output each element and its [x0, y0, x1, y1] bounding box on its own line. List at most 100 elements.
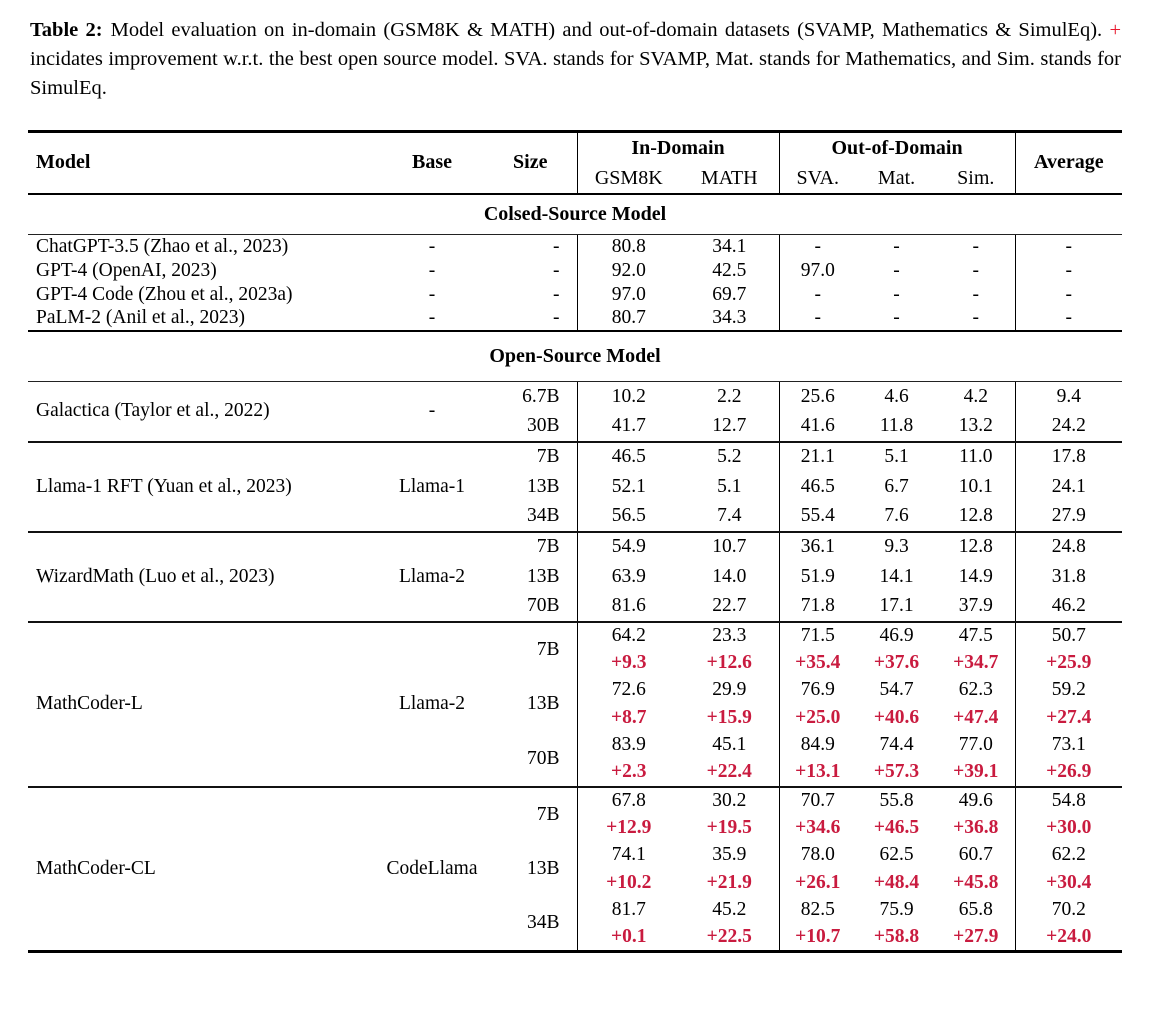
score-cell-sim: 47.5: [937, 620, 1016, 649]
score-cell-mat: -: [893, 259, 900, 281]
delta-row: +0.1 +22.5 +10.7 +58.8 +27.9 +24.0: [28, 924, 1123, 952]
table-row: 13B 63.9 14.0 51.9 14.1 14.9 31.8: [28, 561, 1123, 592]
score-cell-sva: -: [778, 282, 857, 307]
table-row: 70B 81.6 22.7 71.8 17.1 37.9 46.2: [28, 591, 1123, 622]
caption-plus-symbol: +: [1109, 19, 1121, 41]
score-cell-math: 23.3: [680, 620, 780, 649]
size-cell: 6.7B: [522, 385, 560, 407]
size-cell: 7B: [484, 785, 577, 842]
score-cell-math: 22.7: [712, 595, 747, 616]
delta-row: +8.7 +15.9 +25.0 +40.6 +47.4 +27.4: [28, 704, 1123, 732]
col-header-sva: SVA.: [778, 164, 857, 195]
score-cell-gsm8k: 64.2: [576, 620, 680, 649]
score-cell-sva: 55.4: [778, 501, 857, 532]
delta-cell-gsm8k: +12.9: [576, 814, 680, 842]
base-cell: Llama-1: [380, 440, 484, 532]
table-row: 34B 81.7 45.2 82.5 75.9 65.8 70.2: [28, 896, 1123, 933]
score-cell-sim: 62.3: [958, 679, 993, 701]
table-row: Llama-1 RFT (Yuan et al., 2023) Llama-1 …: [28, 440, 1123, 532]
table-row: 13B 74.1 35.9 78.0 62.5 60.7 62.2: [28, 841, 1123, 879]
score-cell-mat: -: [893, 235, 900, 257]
table-row: 30B 41.7 12.7 41.6 11.8 13.2 24.2: [28, 411, 1123, 442]
score-cell-mat: 74.4: [879, 734, 914, 756]
score-cell-mat: -: [893, 307, 900, 328]
score-cell-sim: -: [972, 235, 980, 257]
header-row-2: GSM8K MATH SVA. Mat. Sim.: [28, 164, 1122, 195]
base-cell: -: [428, 259, 436, 281]
score-cell-mat: 5.1: [856, 440, 938, 472]
score-cell-mat: 6.7: [884, 475, 909, 497]
score-cell-sva: -: [778, 234, 857, 259]
score-cell-mat: 9.3: [856, 530, 938, 562]
results-table-container: Model Base Size In-Domain Out-of-Domain …: [28, 130, 1123, 953]
model-cell: MathCoder-CL: [28, 785, 380, 952]
caption-text-2: incidates improvement w.r.t. the best op…: [30, 48, 1121, 99]
delta-cell-math: +22.4: [706, 761, 752, 783]
score-cell-gsm8k: 81.6: [576, 591, 680, 622]
score-cell-sva: 51.9: [778, 561, 857, 592]
col-header-in-domain: In-Domain: [576, 131, 780, 165]
col-header-sim: Sim.: [937, 164, 1016, 195]
score-cell-sva: 70.7: [778, 785, 857, 814]
table-caption: Table 2: Model evaluation on in-domain (G…: [30, 16, 1121, 103]
score-cell-sim: 11.0: [937, 440, 1016, 472]
score-cell-math: 2.2: [717, 385, 742, 407]
delta-row: +2.3 +22.4 +13.1 +57.3 +39.1 +26.9: [28, 759, 1123, 787]
score-cell-average: 73.1: [1014, 731, 1123, 759]
score-cell-mat: 17.1: [879, 595, 914, 616]
size-cell: 7B: [484, 530, 577, 562]
score-cell-average: 24.8: [1014, 530, 1123, 562]
delta-cell-sva: +13.1: [778, 759, 857, 787]
table-row: WizardMath (Luo et al., 2023) Llama-2 7B…: [28, 530, 1123, 622]
base-cell: Llama-2: [380, 530, 484, 622]
score-cell-sva: 21.1: [778, 440, 857, 472]
col-header-math: MATH: [680, 164, 780, 195]
delta-cell-math: +15.9: [706, 706, 752, 728]
table-row: GPT-4 (OpenAI, 2023) - - 92.0 42.5 97.0 …: [28, 258, 1123, 283]
score-cell-mat: 46.9: [856, 620, 938, 649]
delta-cell-average: +30.4: [1014, 869, 1123, 897]
delta-cell-sim: +27.9: [953, 926, 999, 947]
score-cell-math: 29.9: [712, 679, 747, 701]
delta-cell-sim: +45.8: [953, 871, 999, 893]
table-row: ChatGPT-3.5 (Zhao et al., 2023) - - 80.8…: [28, 234, 1123, 259]
score-cell-sim: 65.8: [958, 899, 993, 921]
score-cell-sim: -: [972, 283, 980, 305]
score-cell-sim: 37.9: [958, 595, 993, 616]
size-cell: -: [553, 283, 560, 305]
score-cell-math: 34.1: [712, 235, 747, 257]
delta-row: +9.3 +12.6 +35.4 +37.6 +34.7 +25.9: [28, 649, 1123, 677]
score-cell-sva: 36.1: [778, 530, 857, 562]
delta-cell-average: +24.0: [1014, 924, 1123, 952]
delta-cell-sim: +39.1: [953, 761, 999, 783]
caption-text-1: Model evaluation on in-domain (GSM8K & M…: [110, 19, 1110, 41]
col-header-out-of-domain: Out-of-Domain: [778, 131, 1016, 165]
score-cell-gsm8k: 52.1: [576, 471, 680, 502]
score-cell-mat: 4.6: [884, 385, 909, 407]
caption-label: Table 2:: [30, 19, 103, 41]
col-header-gsm8k: GSM8K: [576, 164, 680, 195]
delta-cell-mat: +37.6: [873, 651, 920, 673]
score-cell-average: -: [1014, 258, 1123, 283]
score-cell-average: 70.2: [1014, 896, 1123, 924]
delta-cell-sva: +34.6: [778, 814, 857, 842]
model-cell: PaLM-2 (Anil et al., 2023): [36, 307, 246, 328]
table-row: 70B 83.9 45.1 84.9 74.4 77.0 73.1: [28, 731, 1123, 769]
score-cell-math: 34.3: [712, 307, 747, 328]
size-cell: 70B: [526, 595, 560, 616]
score-cell-sva: 84.9: [778, 731, 857, 759]
table-row: 13B 72.6 29.9 76.9 54.7 62.3 59.2: [28, 676, 1123, 714]
score-cell-average: 54.8: [1014, 785, 1123, 814]
score-cell-mat: 11.8: [879, 415, 914, 436]
section-title-row: Open-Source Model: [28, 329, 1123, 382]
score-cell-sva: 76.9: [778, 676, 857, 704]
col-header-size: Size: [484, 131, 577, 195]
delta-cell-average: +26.9: [1014, 759, 1123, 787]
score-cell-gsm8k: 46.5: [576, 440, 680, 472]
score-cell-mat: 54.7: [879, 679, 914, 701]
score-cell-math: 5.1: [717, 475, 742, 497]
delta-cell-gsm8k: +0.1: [576, 924, 680, 952]
score-cell-mat: 55.8: [856, 785, 938, 814]
size-cell: 34B: [526, 505, 560, 526]
score-cell-average: 24.2: [1014, 411, 1123, 442]
